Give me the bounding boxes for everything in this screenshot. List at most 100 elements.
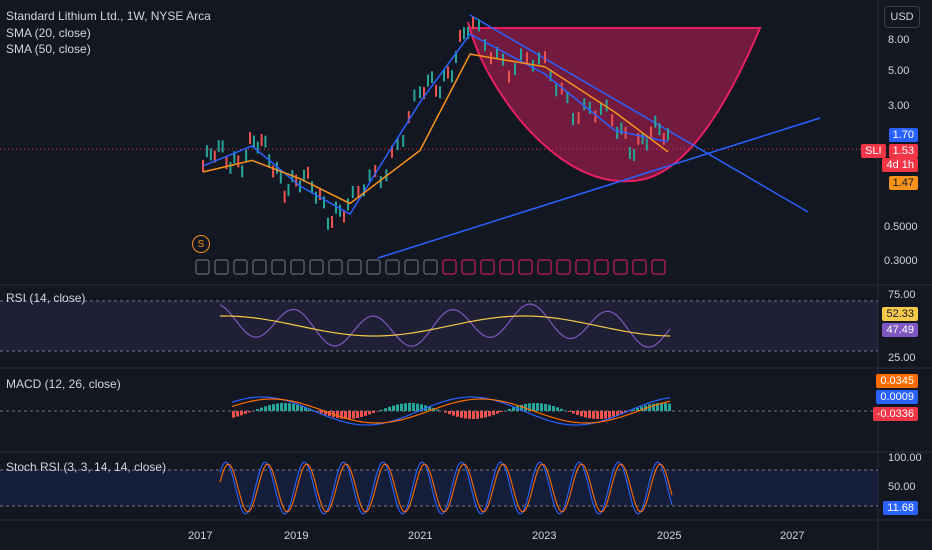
macd-bar [284,403,287,411]
macd-bar [360,411,363,418]
macd-bar [560,408,563,411]
rsi-tick: 75.00 [888,289,916,301]
macd-bar [660,403,663,411]
macd-bar [664,403,667,411]
rsi-legend[interactable]: RSI (14, close) [6,291,86,305]
macd-bar [500,411,503,413]
macd-bar [652,403,655,411]
macd-bar [604,411,607,419]
macd-bar [240,411,243,416]
macd-bar [640,406,643,411]
currency-button[interactable]: USD [884,6,920,28]
macd-bar [568,411,571,413]
event-split-icon[interactable]: S [192,235,210,253]
macd-signal-badge: -0.0336 [872,407,918,421]
macd-bar [476,411,479,419]
symbol-title[interactable]: Standard Lithium Ltd., 1W, NYSE Arca [6,9,211,23]
macd-bar [668,403,671,411]
earnings-marker [461,259,476,275]
macd-bar [384,408,387,411]
macd-bar [608,411,611,418]
macd-bar [544,403,547,411]
macd-bar [248,411,251,413]
earnings-marker [575,259,590,275]
rsi-line [219,303,671,348]
earnings-marker [651,259,666,275]
macd-bar [356,411,359,418]
macd-bar [344,411,347,419]
rsi-band [0,301,878,351]
macd-bar [580,411,583,417]
macd-bar [316,411,319,412]
earnings-marker [233,259,248,275]
price-tick: 0.3000 [884,255,918,267]
trendline-support [377,117,821,259]
macd-bar [396,404,399,411]
macd-bar [452,411,455,416]
macd-bar [328,411,331,417]
macd-bar [372,411,375,413]
macd-bar [380,409,383,411]
macd-bar [548,404,551,411]
rsi-ma-line [219,315,671,337]
earnings-marker [347,259,362,275]
macd-bar [276,403,279,411]
earnings-marker [385,259,400,275]
stoch-d-line [219,463,673,513]
earnings-marker [594,259,609,275]
macd-bar [488,411,491,417]
macd-bar [600,411,603,419]
macd-bar [456,411,459,417]
macd-bar [256,409,259,411]
macd-bar [576,411,579,416]
earnings-marker [613,259,628,275]
macd-bar [508,408,511,411]
macd-bar [388,406,391,411]
time-tick: 2021 [408,530,433,542]
macd-bar [616,411,619,416]
macd-bar [292,403,295,411]
time-tick: 2017 [188,530,213,542]
stoch-legend[interactable]: Stoch RSI (3, 3, 14, 14, close) [6,460,167,474]
macd-bar [324,411,327,415]
price-tick: 5.00 [888,65,910,77]
macd-bar [264,406,267,411]
earnings-marker [499,259,514,275]
last-price-badge: 1.53 [888,144,918,158]
macd-bar [364,411,367,416]
macd-bar [436,409,439,411]
earnings-marker [271,259,286,275]
macd-bar [564,410,567,411]
macd-bar [472,411,475,419]
sma20-legend[interactable]: SMA (20, close) [6,26,91,40]
stoch-k-line [219,461,673,515]
earnings-marker [518,259,533,275]
earnings-marker [195,259,210,275]
macd-bar [588,411,591,419]
macd-bar [504,410,507,411]
macd-bar [596,411,599,419]
macd-histogram-badge: 0.0345 [876,374,918,388]
earnings-marker [328,259,343,275]
macd-bar [272,404,275,411]
macd-bar [444,411,447,413]
macd-bar [464,411,467,419]
macd-bar [420,404,423,411]
stoch-tick: 50.00 [888,481,916,493]
sma20-price-badge: 1.70 [888,128,918,142]
macd-bar [404,403,407,411]
macd-bar [592,411,595,419]
earnings-marker [214,259,229,275]
macd-bar [484,411,487,418]
sma50-legend[interactable]: SMA (50, close) [6,42,91,56]
price-tick: 3.00 [888,100,910,112]
macd-bar [492,411,495,416]
macd-bar [428,406,431,411]
macd-legend[interactable]: MACD (12, 26, close) [6,377,121,391]
earnings-marker [404,259,419,275]
stoch-band [0,470,878,506]
macd-bar [304,407,307,411]
macd-bar [552,406,555,411]
earnings-marker [537,259,552,275]
